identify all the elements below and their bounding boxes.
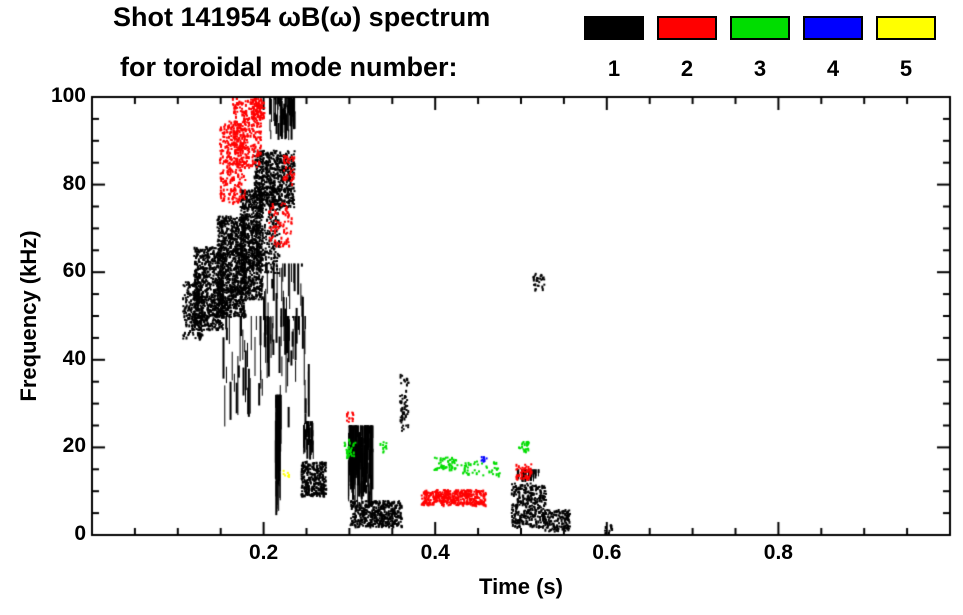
legend-swatch-n3 (730, 16, 790, 40)
chart-title: Shot 141954 ωB(ω) spectrum (113, 2, 491, 32)
y-tick-label-60: 60 (62, 259, 86, 283)
y-tick-label-20: 20 (62, 434, 86, 458)
legend-swatch-n2 (657, 16, 717, 40)
legend-swatch-n4 (803, 16, 863, 40)
x-tick-label-0.8: 0.8 (763, 541, 793, 564)
y-tick-label-80: 80 (62, 171, 86, 195)
x-tick-label-0.6: 0.6 (592, 541, 622, 564)
y-axis-label: Frequency (kHz) (16, 230, 41, 402)
legend-number-n4: 4 (826, 56, 840, 81)
x-tick-label-0.2: 0.2 (248, 541, 279, 564)
y-tick-label-100: 100 (50, 84, 86, 107)
y-tick-label-40: 40 (62, 346, 86, 370)
legend-swatches (584, 16, 949, 40)
legend-swatch-n5 (876, 16, 936, 40)
y-tick-label-0: 0 (74, 522, 86, 545)
legend-number-n3: 3 (753, 56, 767, 81)
chart-subtitle: for toroidal mode number: (120, 52, 458, 82)
legend-number-n2: 2 (680, 56, 694, 81)
legend-number-n5: 5 (899, 56, 913, 81)
legend-number-n1: 1 (607, 56, 621, 81)
legend-swatch-n1 (584, 16, 644, 40)
legend-numbers: 1 2 3 4 5 (584, 56, 949, 82)
x-axis-label: Time (s) (479, 574, 563, 599)
x-tick-label-0.4: 0.4 (420, 541, 450, 564)
